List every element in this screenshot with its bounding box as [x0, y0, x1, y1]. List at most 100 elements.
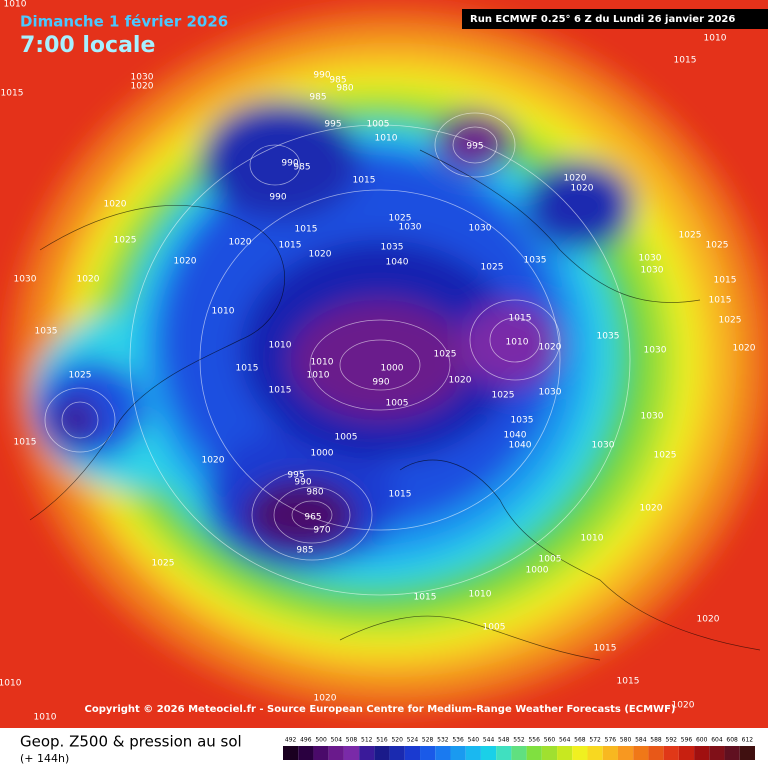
copyright: Copyright © 2026 Meteociel.fr - Source E…: [85, 704, 676, 715]
pressure-label: 1020: [640, 504, 663, 514]
pressure-label: 995: [466, 142, 483, 152]
colorbar-swatch: [420, 746, 436, 760]
run-box: [462, 9, 768, 29]
pressure-label: 1020: [449, 376, 472, 386]
colorbar-swatch: [374, 746, 390, 760]
colorbar-label: 544: [483, 737, 495, 744]
colorbar-label: 600: [696, 737, 708, 744]
colorbar-label: 584: [635, 737, 647, 744]
pressure-label: 965: [304, 513, 321, 523]
pressure-label: 1025: [654, 451, 677, 461]
pressure-label: 1030: [639, 254, 662, 264]
pressure-label: 1030: [641, 412, 664, 422]
pressure-label: 1000: [311, 449, 334, 459]
colorbar-label: 524: [407, 737, 419, 744]
colorbar-swatch: [602, 746, 618, 760]
time-label: 7:00 locale: [20, 33, 155, 58]
pressure-label: 1010: [4, 0, 27, 10]
pressure-label: 1025: [434, 350, 457, 360]
pressure-label: 990: [269, 193, 286, 203]
colorbar-swatch: [541, 746, 558, 760]
colorbar-label: 556: [528, 737, 540, 744]
colorbar-label: 596: [681, 737, 693, 744]
pressure-label: 1035: [524, 256, 547, 266]
pressure-label: 1015: [617, 677, 640, 687]
pressure-label: 1020: [77, 275, 100, 285]
run-label: Run ECMWF 0.25° 6 Z du Lundi 26 janvier …: [470, 14, 735, 25]
pressure-label: 1020: [314, 694, 337, 704]
pressure-label: 1015: [714, 276, 737, 286]
pressure-label: 1015: [269, 386, 292, 396]
pressure-label: 990: [294, 478, 311, 488]
pressure-label: 1035: [597, 332, 620, 342]
footer-lead: (+ 144h): [20, 752, 69, 765]
colorbar-label: 540: [468, 737, 480, 744]
colorbar-swatch: [496, 746, 512, 760]
pressure-label: 1010: [581, 534, 604, 544]
pressure-label: 1005: [483, 623, 506, 633]
colorbar-label: 532: [437, 737, 449, 744]
pressure-label: 1010: [307, 371, 330, 381]
colorbar-swatch: [359, 746, 375, 760]
pressure-label: 985: [329, 76, 346, 86]
colorbar-swatch: [298, 746, 314, 760]
pressure-label: 1015: [14, 438, 37, 448]
pressure-label: 1010: [469, 590, 492, 600]
colorbar-label: 552: [513, 737, 525, 744]
pressure-label: 1040: [504, 431, 527, 441]
colorbar-swatch: [450, 746, 466, 760]
colorbar-swatch: [724, 746, 740, 760]
pressure-label: 1025: [481, 263, 504, 273]
colorbar-label: 520: [391, 737, 403, 744]
pressure-label: 1020: [539, 343, 562, 353]
pressure-label: 970: [313, 526, 330, 536]
pressure-label: 1015: [414, 593, 437, 603]
pressure-label: 1010: [34, 713, 57, 723]
colorbar-label: 508: [346, 737, 358, 744]
pressure-label: 1020: [571, 184, 594, 194]
pressure-label: 980: [336, 84, 353, 94]
colorbar-swatch: [587, 746, 603, 760]
pressure-label: 1030: [539, 388, 562, 398]
pressure-label: 1015: [509, 314, 532, 324]
pressure-label: 1000: [526, 566, 549, 576]
pressure-label: 1020: [174, 257, 197, 267]
pressure-label: 1000: [381, 364, 404, 374]
pressure-label: 1020: [202, 456, 225, 466]
pressure-label: 1025: [679, 231, 702, 241]
colorbar-label: 528: [422, 737, 434, 744]
pressure-label: 1030: [399, 223, 422, 233]
pressure-label: 1025: [492, 391, 515, 401]
colorbar-swatch: [572, 746, 588, 760]
pressure-label: 1010: [704, 34, 727, 44]
pressure-label: 1040: [386, 258, 409, 268]
pressure-label: 1010: [212, 307, 235, 317]
colorbar-swatch: [557, 746, 573, 760]
map-background: [0, 0, 768, 728]
colorbar-label: 572: [589, 737, 601, 744]
colorbar-label: 588: [650, 737, 662, 744]
date-label: Dimanche 1 février 2026: [20, 13, 228, 31]
colorbar-label: 548: [498, 737, 510, 744]
colorbar-swatch: [526, 746, 542, 760]
pressure-label: 1005: [539, 555, 562, 565]
pressure-label: 1005: [335, 433, 358, 443]
pressure-label: 1035: [35, 327, 58, 337]
colorbar-swatch: [328, 746, 344, 760]
pressure-label: 1015: [1, 89, 24, 99]
pressure-label: 1010: [311, 358, 334, 368]
colorbar-swatch: [404, 746, 421, 760]
footer-title: Geop. Z500 & pression au sol: [20, 733, 242, 751]
pressure-label: 1030: [14, 275, 37, 285]
colorbar-swatch: [480, 746, 497, 760]
colorbar-label: 608: [726, 737, 738, 744]
colorbar-label: 576: [605, 737, 617, 744]
colorbar-label: 512: [361, 737, 373, 744]
pressure-label: 1030: [469, 224, 492, 234]
pressure-label: 1015: [674, 56, 697, 66]
colorbar-label: 500: [315, 737, 327, 744]
pressure-label: 1030: [644, 346, 667, 356]
pressure-label: 1015: [236, 364, 259, 374]
